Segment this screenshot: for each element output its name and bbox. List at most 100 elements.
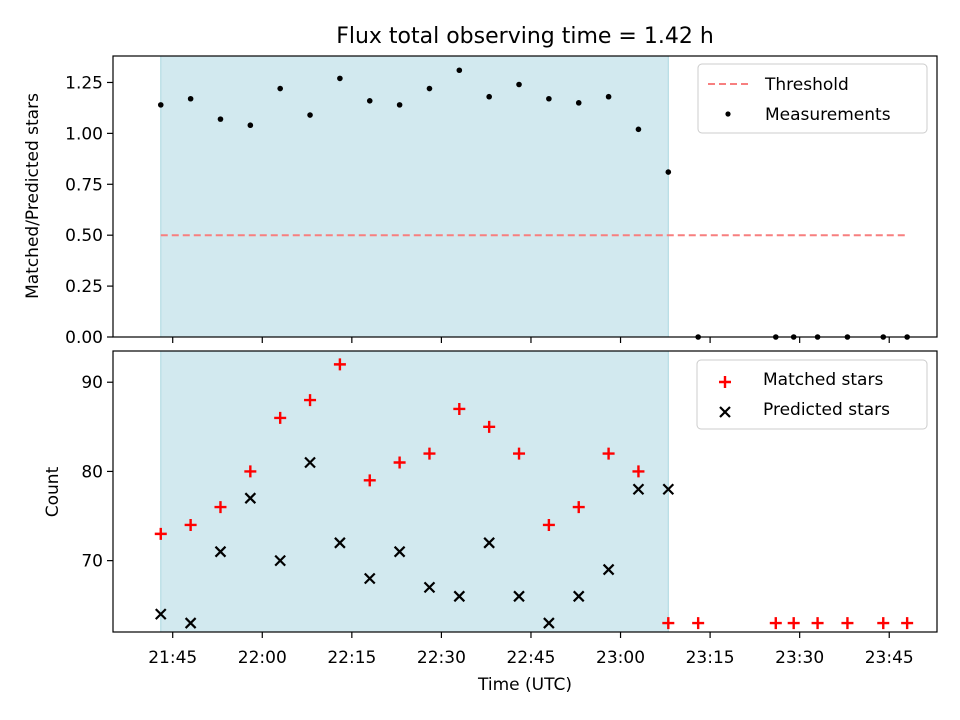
x-tick-label: 22:45 [506,648,555,668]
legend-measurement-dot-icon [725,111,731,117]
figure-title: Flux total observing time = 1.42 h [336,24,714,49]
top-y-ticks: 0.00 0.25 0.50 0.75 1.00 1.25 [65,73,113,348]
measurement-point [426,85,433,92]
predicted-star-point [602,563,615,576]
measurement-point [157,102,164,108]
matched-star-point [787,617,800,630]
legend-matched-label: Matched stars [763,370,883,390]
predicted-star-point [513,590,525,603]
bottom-y-axis-label: Count [43,466,63,517]
predicted-star-point [393,545,406,558]
measurement-point [516,81,522,88]
matched-star-point [769,617,782,630]
bottom-y-ticks: 70 80 90 [81,373,113,572]
measurement-point [635,126,642,133]
predicted-star-point [154,608,167,620]
matched-star-point [841,617,854,630]
x-tick-label: 23:45 [865,648,914,668]
matched-star-point [602,447,615,460]
top-x-tick-marks [172,337,890,343]
predicted-star-point [334,537,346,549]
matched-star-point [244,465,257,478]
predicted-star-point [363,572,376,585]
predicted-star-point [632,483,645,496]
top-legend: Threshold Measurements [697,63,928,134]
matched-star-point [363,474,376,487]
matched-star-point [877,617,890,630]
y-tick-label: 70 [81,552,103,572]
predicted-star-point [184,617,197,629]
x-axis-label: Time (UTC) [477,675,572,695]
bottom-axes-frame [112,350,938,633]
matched-star-point [632,465,645,478]
top-y-axis-label: Matched/Predicted stars [23,93,43,299]
observing-window-shade [160,350,669,633]
matched-star-point [572,501,585,514]
measurement-point [456,67,463,74]
bottom-x-ticks: 21:45 22:00 22:15 22:30 22:45 23:00 23:15 23:30… [148,632,914,668]
matched-star-point [483,420,496,433]
legend-threshold-label: Threshold [764,75,849,95]
legend-measurements-label: Measurements [765,105,891,125]
matched-star-point [274,411,287,424]
bottom-legend-box [696,359,928,430]
measurement-point [486,93,492,100]
legend-plus-marker-icon [719,376,731,388]
matched-star-point [393,456,406,469]
predicted-star-point [453,590,466,603]
predicted-star-point [662,483,675,496]
matched-star-point [333,358,346,371]
bottom-series-layer [154,358,914,630]
bottom-shaded-region-layer [160,350,669,633]
predicted-star-point [572,590,585,603]
measurement-point [277,85,283,92]
matched-star-point [304,394,317,407]
top-series-layer [157,67,910,340]
bottom-panel: 70 80 90 21:45 22:00 22:15 22:30 22:45 23:00 23:… [43,350,938,695]
y-tick-label: 1.00 [65,124,103,144]
legend-x-marker-icon [719,406,731,418]
x-tick-label: 23:30 [775,648,824,668]
y-tick-label: 80 [81,462,103,482]
x-tick-label: 22:15 [327,648,376,668]
matched-star-point [423,447,436,460]
predicted-star-point [423,581,436,594]
top-axes-frame [112,55,938,338]
measurement-point [575,100,582,106]
matched-star-point [184,518,197,531]
predicted-star-point [274,554,286,567]
measurement-point [337,75,343,82]
measurement-point [396,102,403,108]
measurement-point [307,112,313,118]
matched-star-point [692,617,705,630]
x-tick-label: 21:45 [148,648,197,668]
top-panel: 0.00 0.25 0.50 0.75 1.00 1.25 Matched/Predict… [23,55,938,348]
matched-star-point [214,501,227,514]
predicted-star-point [304,456,316,469]
measurement-point [217,116,224,122]
bottom-legend: Matched stars Predicted stars [696,359,928,430]
x-tick-label: 23:15 [686,648,735,668]
x-tick-label: 22:30 [417,648,466,668]
predicted-star-point [244,492,257,504]
measurement-point [366,97,373,104]
y-tick-label: 0.75 [65,175,103,195]
y-tick-label: 1.25 [65,73,103,93]
matched-star-point [811,617,824,630]
matched-star-point [513,447,526,460]
observing-window-shade [160,55,669,338]
matched-star-point [453,402,466,415]
predicted-star-point [543,617,555,629]
matched-star-point [662,617,675,630]
x-tick-label: 23:00 [596,648,645,668]
measurement-point [247,122,254,129]
x-tick-label: 22:00 [238,648,287,668]
top-shaded-region-layer [160,55,669,338]
predicted-star-point [483,537,495,549]
measurement-point [546,95,552,102]
y-tick-label: 0.50 [65,226,103,246]
y-tick-label: 0.00 [65,328,103,348]
y-tick-label: 90 [81,373,103,393]
matched-star-point [542,518,555,531]
